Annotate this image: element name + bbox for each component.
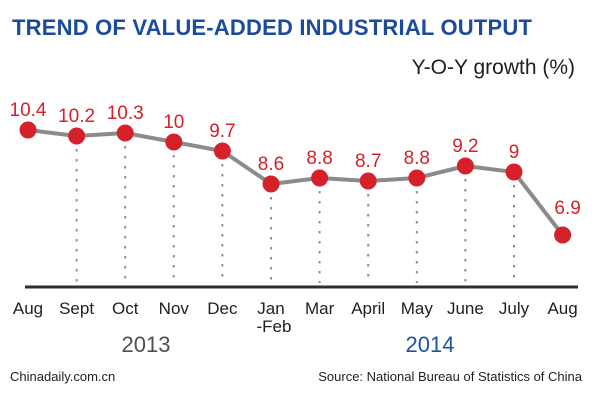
x-tick-label: Nov [159,299,190,318]
data-point [165,133,183,151]
x-tick-label: Oct [112,299,139,318]
chart-subtitle: Y-O-Y growth (%) [411,56,575,79]
data-point [213,142,231,160]
value-label: 9.7 [209,121,235,142]
x-tick-label: Aug [13,299,43,318]
x-tick-label: Mar [305,299,335,318]
value-label: 8.6 [258,154,284,175]
value-label: 9.2 [452,136,478,157]
x-tick-label: Dec [207,299,238,318]
year-label-2014: 2014 [405,332,455,357]
data-point [554,226,572,244]
data-point [408,169,426,187]
value-label: 10.3 [107,103,144,124]
x-tick-label: Jan -Feb [257,299,292,336]
x-tick-label: Sept [59,299,94,318]
value-label: 8.8 [306,148,332,169]
value-label: 9 [509,142,520,163]
data-point [116,124,134,142]
data-point [19,121,37,139]
year-label-2013: 2013 [121,332,171,357]
data-point [262,175,280,193]
x-tick-label: April [351,299,385,318]
series-line [26,128,565,237]
chart-title: TREND OF VALUE-ADDED INDUSTRIAL OUTPUT [12,15,533,40]
data-point [68,127,86,145]
x-tick-label: Aug [547,299,577,318]
value-label: 10.4 [10,100,47,121]
value-label: 10.2 [58,106,95,127]
x-tick-label: July [499,299,530,318]
source-attribution: Source: National Bureau of Statistics of… [318,369,582,384]
data-point [311,169,329,187]
x-tick-label: June [447,299,484,318]
value-label: 6.9 [554,198,580,219]
value-label: 8.7 [355,151,381,172]
data-point [359,172,377,190]
value-label: 8.8 [404,148,430,169]
x-tick-label: May [401,299,434,318]
brand-watermark: Chinadaily.com.cn [10,369,116,384]
data-point [505,163,523,181]
data-point [456,157,474,175]
value-label: 10 [163,112,184,133]
